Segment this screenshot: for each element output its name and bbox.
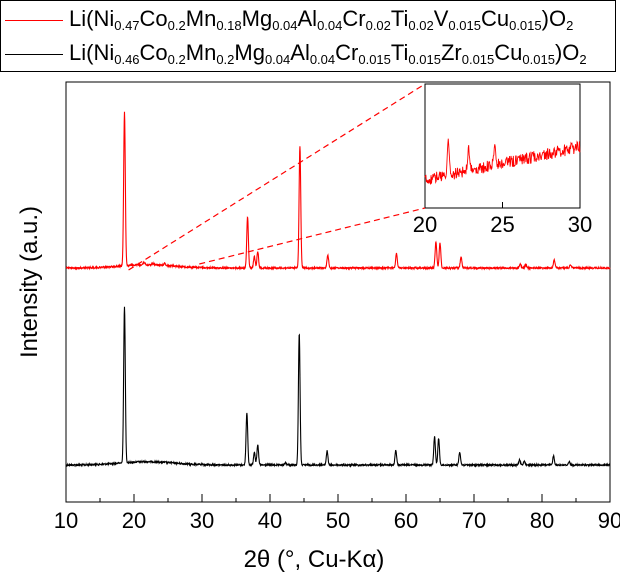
x-tick-label: 10 [54,508,78,533]
x-tick-label: 60 [394,508,418,533]
inset-tick-label: 25 [490,212,514,237]
x-tick-label: 20 [122,508,146,533]
legend-entry-red: Li(Ni0.47Co0.2Mn0.18Mg0.04Al0.04Cr0.02Ti… [1,3,615,37]
x-tick-label: 50 [326,508,350,533]
zoom-line-lower [199,207,426,265]
inset-tick-label: 30 [568,212,592,237]
zoom-line-upper [128,83,426,271]
x-tick-label: 30 [190,508,214,533]
inset-tick-label: 20 [413,212,437,237]
inset-red-line [424,138,581,185]
legend-swatch-red [5,20,63,21]
y-axis-title: Intensity (a.u.) [16,205,43,359]
series-black-line [65,306,611,468]
legend-entry-black: Li(Ni0.46Co0.2Mn0.2Mg0.04Al0.04Cr0.015Ti… [1,37,615,71]
x-tick-label: 90 [598,508,620,533]
x-axis-title: 2θ (°, Cu-Kα) [243,546,385,573]
series-red-line [65,111,611,271]
legend-label-black: Li(Ni0.46Co0.2Mn0.2Mg0.04Al0.04Cr0.015Ti… [69,40,587,67]
legend-swatch-black [5,54,63,55]
x-tick-label: 80 [530,508,554,533]
x-tick-label: 40 [258,508,282,533]
x-tick-label: 70 [462,508,486,533]
inset-frame [424,83,581,209]
chart-legend: Li(Ni0.47Co0.2Mn0.18Mg0.04Al0.04Cr0.02Ti… [0,0,616,72]
legend-label-red: Li(Ni0.47Co0.2Mn0.18Mg0.04Al0.04Cr0.02Ti… [69,6,574,33]
